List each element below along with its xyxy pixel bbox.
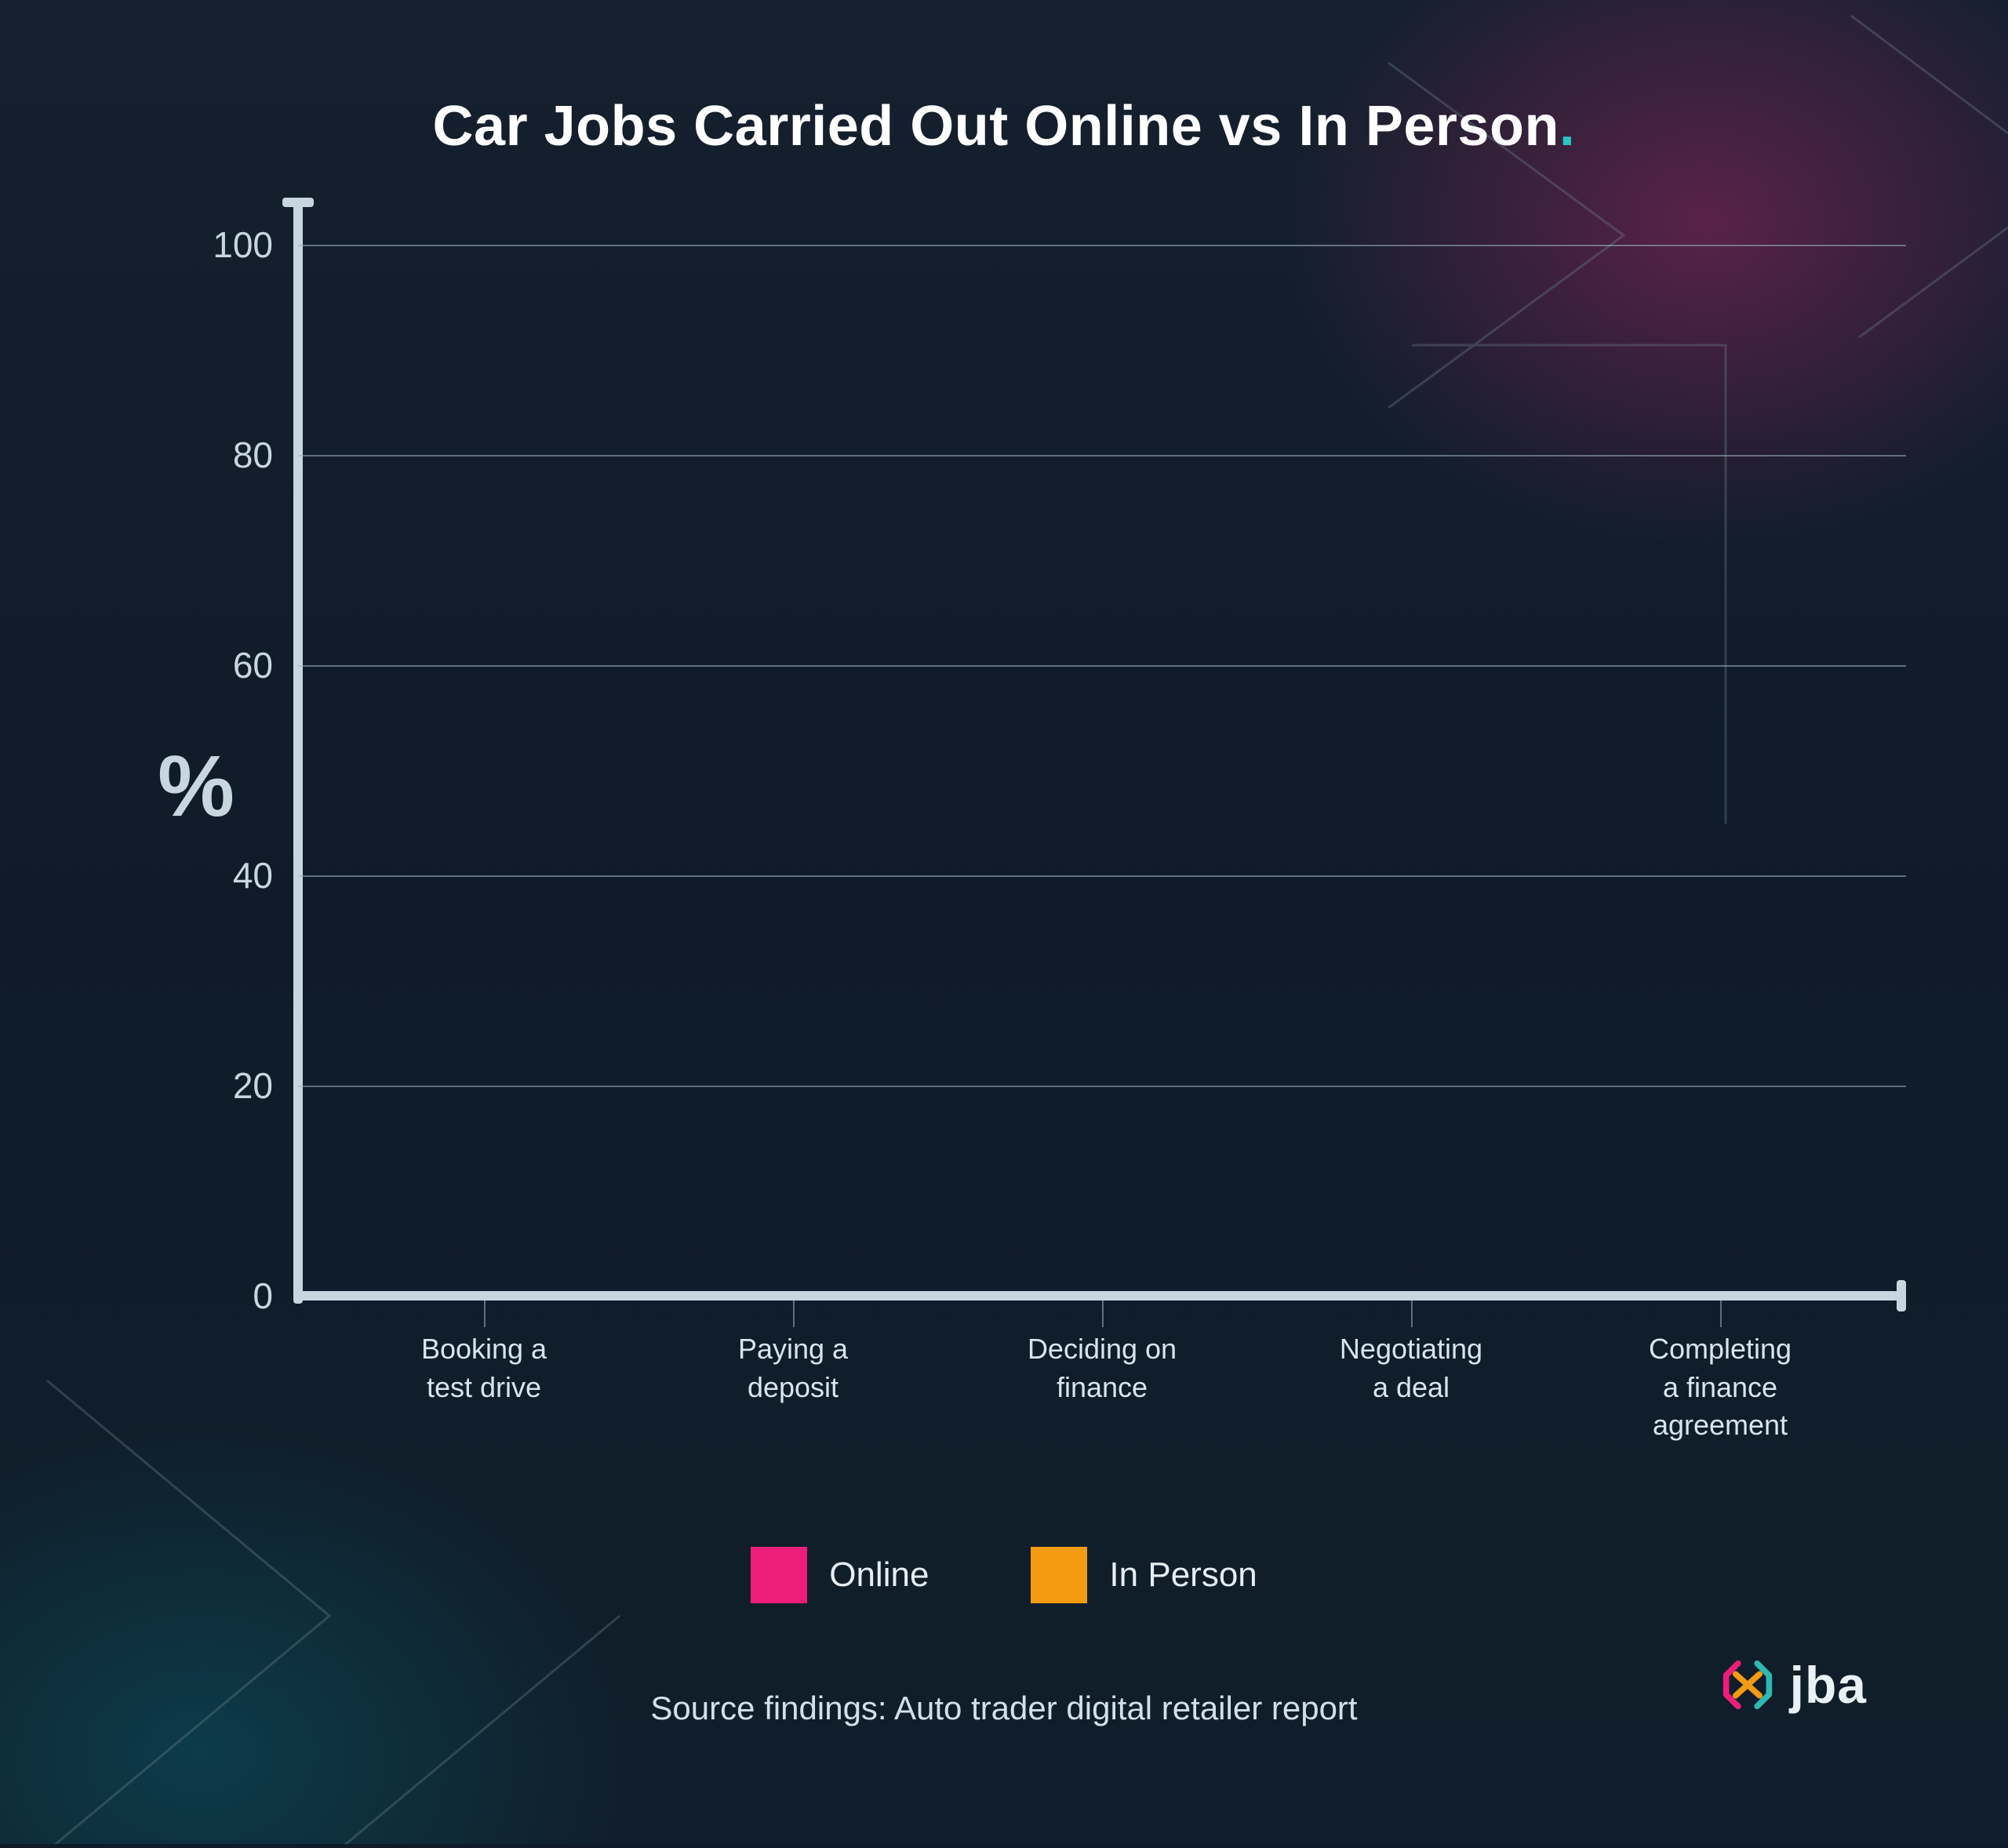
bar-groups	[329, 245, 1875, 1296]
brand-logo: jba	[1718, 1655, 1867, 1715]
x-axis-label: Negotiating a deal	[1257, 1330, 1566, 1445]
legend: Online In Person	[102, 1547, 1906, 1603]
x-axis-label: Paying a deposit	[638, 1330, 948, 1445]
y-tick-label: 0	[253, 1275, 273, 1317]
x-tick	[1720, 1301, 1722, 1327]
legend-label: In Person	[1109, 1555, 1257, 1595]
legend-label: Online	[829, 1555, 929, 1595]
legend-item: In Person	[1031, 1547, 1257, 1603]
y-tick-label: 40	[233, 854, 273, 897]
y-axis	[293, 198, 303, 1304]
plot-area: 020406080100 Booking a test drivePaying …	[298, 198, 1906, 1343]
x-axis-label: Booking a test drive	[329, 1330, 638, 1445]
legend-swatch	[751, 1547, 807, 1603]
plot-inner: 020406080100 Booking a test drivePaying …	[298, 245, 1875, 1296]
x-axis-label: Completing a finance agreement	[1566, 1330, 1875, 1445]
x-tick	[793, 1301, 795, 1327]
chart-title: Car Jobs Carried Out Online vs In Person…	[102, 94, 1906, 158]
y-tick-label: 80	[233, 434, 273, 476]
y-tick-label: 100	[213, 224, 273, 266]
x-tick	[1102, 1301, 1104, 1327]
content-container: Car Jobs Carried Out Online vs In Person…	[0, 0, 2008, 1844]
x-axis-cap	[1897, 1280, 1906, 1311]
x-axis-labels: Booking a test drivePaying a depositDeci…	[329, 1330, 1875, 1445]
y-tick-label: 20	[233, 1064, 273, 1107]
chart-area: % 020406080100 Booking a test drivePayin…	[102, 198, 1906, 1343]
x-tick	[1411, 1301, 1413, 1327]
logo-icon	[1718, 1655, 1777, 1715]
title-text: Car Jobs Carried Out Online vs In Person	[433, 95, 1559, 158]
legend-item: Online	[751, 1547, 929, 1603]
x-axis-label: Deciding on finance	[948, 1330, 1257, 1445]
y-tick-label: 60	[233, 644, 273, 686]
legend-swatch	[1031, 1547, 1087, 1603]
source-attribution: Source findings: Auto trader digital ret…	[102, 1690, 1906, 1727]
y-axis-cap	[282, 198, 314, 207]
y-axis-label: %	[102, 198, 298, 1343]
title-accent-dot: .	[1559, 95, 1576, 158]
logo-text: jba	[1790, 1655, 1867, 1715]
x-tick	[484, 1301, 486, 1327]
